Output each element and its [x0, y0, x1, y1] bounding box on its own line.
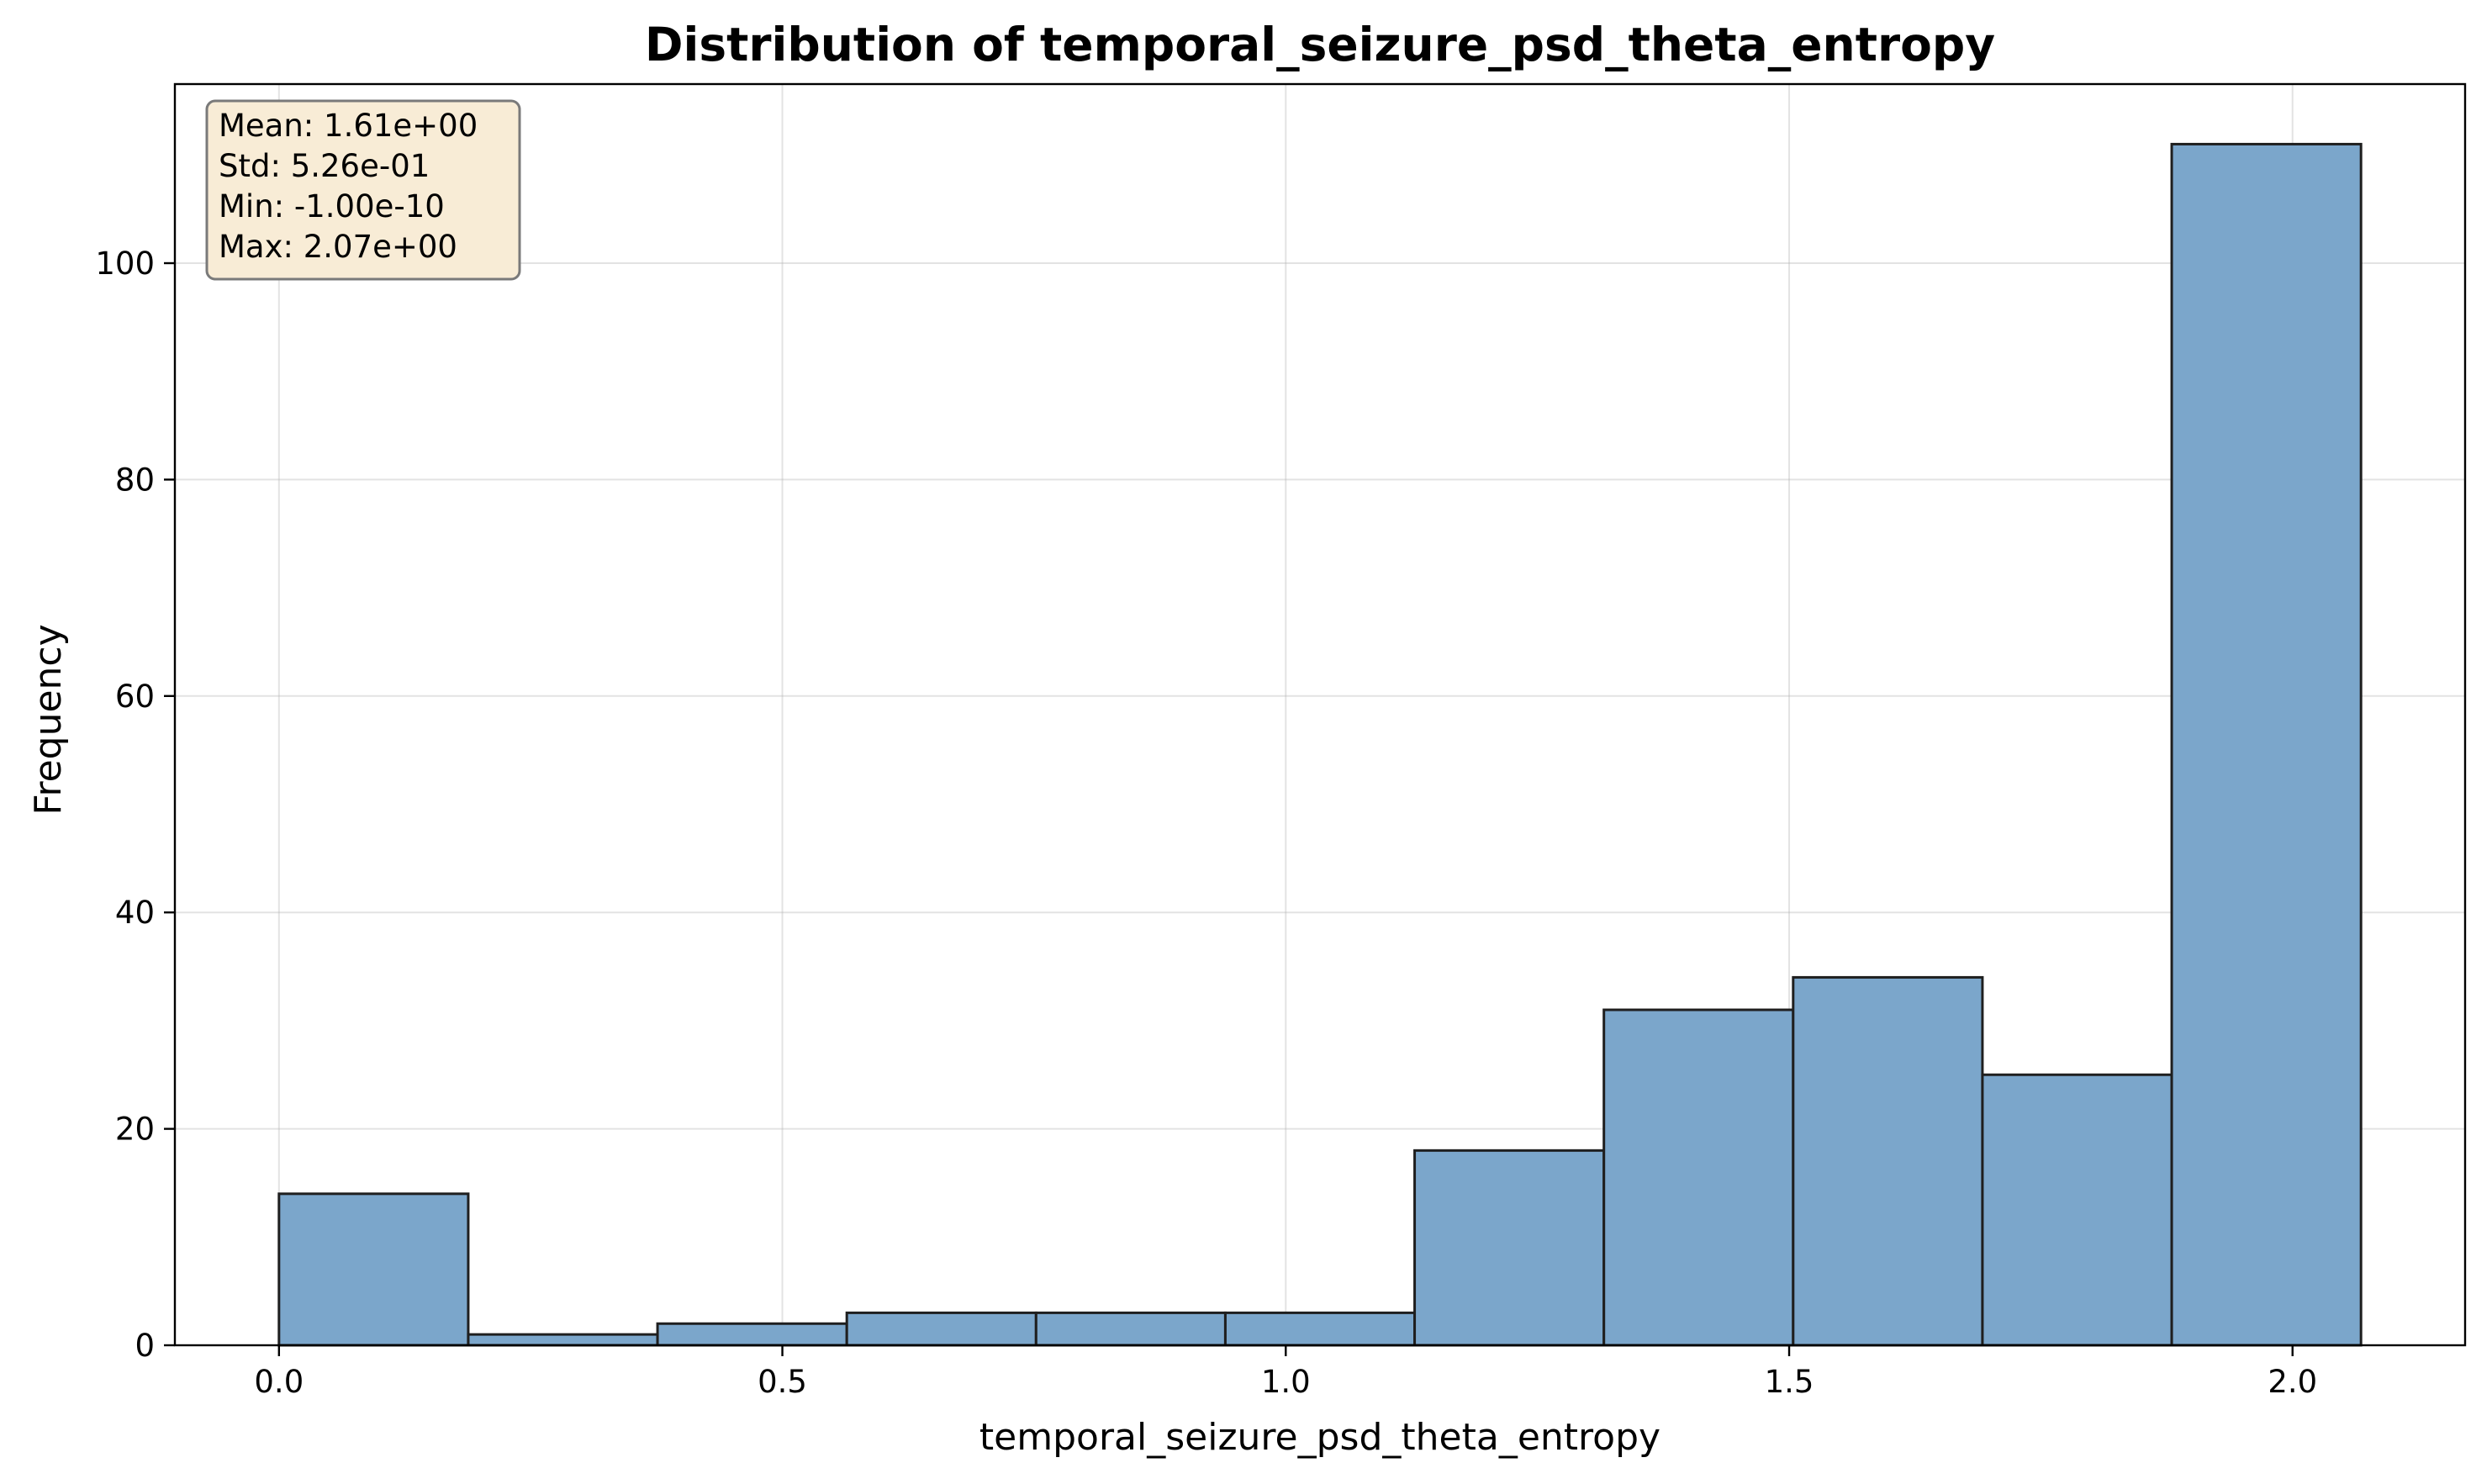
histogram-bar [1413, 1149, 1606, 1347]
stats-line: Mean: 1.61e+00 [219, 108, 478, 144]
y-tick-label: 80 [115, 462, 155, 498]
histogram-bar [277, 1192, 470, 1347]
y-tick-label: 20 [115, 1112, 155, 1148]
x-tick-label: 0.0 [254, 1364, 304, 1400]
histogram-bar [1981, 1073, 2173, 1347]
stats-box-background [205, 99, 521, 281]
y-axis-ticks: 0 20 40 60 80 100 [95, 246, 175, 1364]
histogram-bar [656, 1322, 848, 1347]
x-tick-label: 2.0 [2268, 1364, 2317, 1400]
histogram-bar [1034, 1311, 1227, 1347]
histogram-bar [1602, 1008, 1795, 1347]
x-axis-ticks: 0.0 0.5 1.0 1.5 2.0 [254, 1345, 2317, 1400]
x-tick-label: 0.5 [758, 1364, 807, 1400]
x-tick-label: 1.0 [1261, 1364, 1311, 1400]
y-tick-label: 60 [115, 679, 155, 715]
stats-line: Max: 2.07e+00 [219, 229, 457, 265]
histogram-bar [2170, 142, 2363, 1347]
stats-line: Std: 5.26e-01 [219, 148, 430, 184]
y-tick-label: 40 [115, 895, 155, 931]
histogram-bar [1792, 975, 1984, 1347]
y-tick-label: 0 [135, 1328, 155, 1364]
histogram-bar [1223, 1311, 1417, 1347]
x-axis-label: temporal_seizure_psd_theta_entropy [979, 1416, 1660, 1459]
histogram-bar [845, 1311, 1037, 1347]
stats-box: Mean: 1.61e+00 Std: 5.26e-01 Min: -1.00e-1… [205, 99, 521, 281]
chart-title: Distribution of temporal_seizure_psd_the… [645, 18, 1995, 71]
x-tick-label: 1.5 [1765, 1364, 1814, 1400]
plot-frame [173, 82, 2467, 1347]
y-axis-label: Frequency [27, 624, 70, 815]
y-tick-label: 100 [95, 246, 155, 282]
histogram-bar [467, 1333, 659, 1347]
stats-line: Min: -1.00e-10 [219, 188, 445, 224]
